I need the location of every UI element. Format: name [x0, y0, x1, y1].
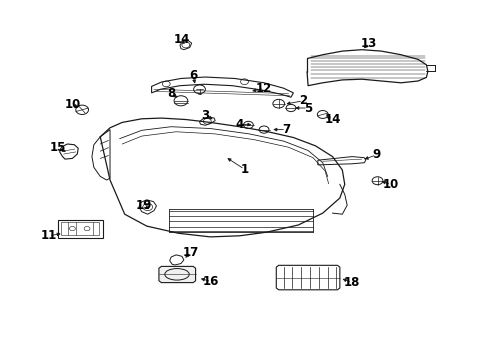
Text: 1: 1: [240, 163, 248, 176]
Text: 6: 6: [189, 69, 197, 82]
Text: 3: 3: [201, 109, 209, 122]
Text: 10: 10: [382, 178, 399, 191]
Text: 7: 7: [282, 123, 289, 136]
Text: 13: 13: [360, 37, 377, 50]
Text: 9: 9: [372, 148, 380, 161]
Text: 2: 2: [299, 94, 306, 107]
Text: 11: 11: [41, 229, 57, 242]
Polygon shape: [159, 266, 195, 283]
Text: 14: 14: [173, 33, 190, 46]
Text: 19: 19: [136, 199, 152, 212]
Text: 16: 16: [203, 275, 219, 288]
Text: 17: 17: [182, 246, 199, 258]
Text: 12: 12: [255, 82, 272, 95]
Text: 18: 18: [343, 276, 360, 289]
Text: 14: 14: [324, 113, 340, 126]
Text: 5: 5: [304, 102, 311, 114]
Text: 10: 10: [64, 98, 81, 111]
Text: 4: 4: [235, 118, 243, 131]
Text: 8: 8: [167, 87, 175, 100]
Text: 15: 15: [49, 141, 66, 154]
